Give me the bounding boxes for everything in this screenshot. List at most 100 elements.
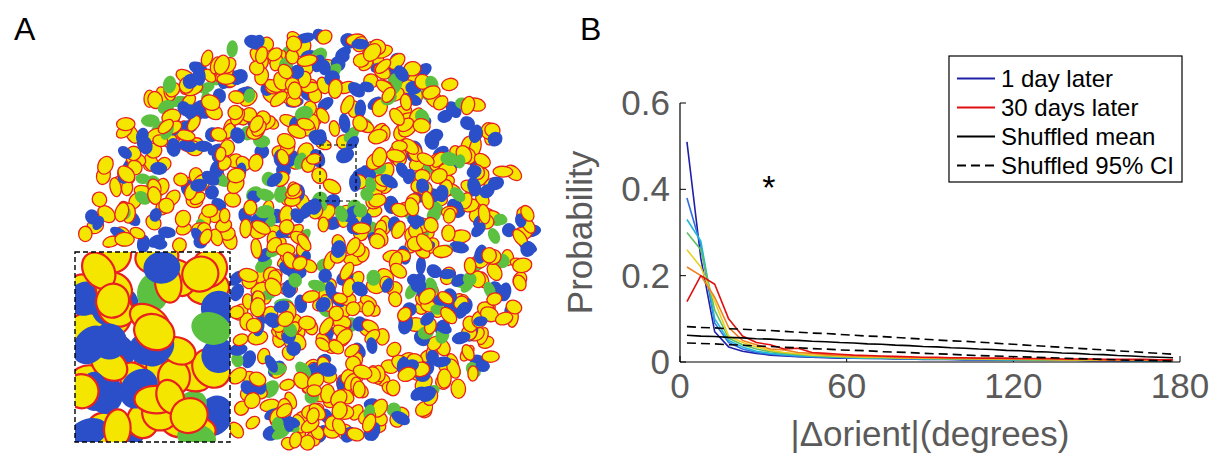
cell [441, 77, 459, 92]
series-line [687, 343, 1173, 361]
y-tick [680, 275, 686, 276]
cell [328, 120, 340, 137]
cell [197, 227, 214, 246]
cell [306, 146, 328, 170]
cell [371, 146, 389, 168]
cell [361, 300, 376, 317]
cell [128, 225, 146, 241]
cell [115, 143, 134, 161]
cell [296, 199, 318, 222]
cell [345, 79, 368, 101]
cell [194, 141, 213, 153]
cell [255, 204, 276, 220]
cell [305, 406, 321, 425]
cell [84, 316, 135, 367]
cell [247, 113, 266, 134]
cell [433, 241, 455, 261]
legend-label: Shuffled mean [1001, 123, 1155, 150]
cell [146, 185, 163, 206]
cell [250, 218, 273, 237]
cell [366, 270, 380, 286]
inset-frame [75, 252, 230, 442]
cell [226, 40, 238, 58]
cell [485, 129, 506, 150]
cell [329, 239, 348, 260]
cell [295, 232, 314, 253]
x-tick-label: 0 [670, 366, 689, 405]
legend-swatch [957, 78, 995, 80]
cell [286, 271, 304, 290]
cell [412, 117, 431, 134]
cell [316, 360, 338, 378]
legend-swatch [957, 107, 995, 109]
cell [228, 106, 248, 128]
cell [437, 369, 451, 388]
x-tick-label: 60 [827, 366, 866, 405]
cell [90, 214, 107, 232]
cell [391, 63, 412, 85]
cell [420, 190, 435, 210]
series-line [687, 250, 1173, 360]
cell [396, 365, 418, 384]
cell [75, 369, 103, 413]
cell [344, 235, 363, 257]
cell [387, 290, 403, 308]
cell [384, 340, 404, 360]
cell [378, 171, 401, 191]
cell [296, 53, 318, 68]
y-tick-label: 0 [651, 342, 670, 381]
cell [352, 223, 371, 234]
cell [238, 267, 260, 284]
cell [189, 178, 208, 194]
cell [275, 62, 295, 82]
cell [343, 133, 361, 152]
cell [141, 114, 160, 127]
cell [485, 291, 503, 307]
cell [467, 123, 485, 145]
cell [214, 146, 227, 162]
cell [393, 160, 411, 180]
cell [387, 380, 400, 396]
panel-label: B [580, 11, 601, 47]
cell [245, 317, 263, 334]
cell [485, 226, 502, 246]
cell [367, 127, 389, 146]
cell [199, 92, 222, 112]
cell [428, 166, 449, 186]
cell [103, 409, 132, 442]
plot-lines [687, 142, 1173, 361]
cell [157, 226, 176, 239]
cell [468, 366, 478, 381]
legend-box [949, 56, 1182, 182]
cell [363, 176, 378, 194]
cell [315, 27, 335, 47]
series-line [687, 220, 1173, 361]
cell [227, 89, 245, 105]
cell [173, 172, 189, 187]
cell [128, 307, 180, 357]
cell [415, 383, 439, 406]
y-axis [679, 103, 680, 362]
cell [338, 93, 357, 116]
y-axis-title: Probability [560, 150, 599, 314]
cell [436, 289, 455, 306]
x-tick [1180, 356, 1181, 362]
cell [482, 248, 497, 263]
cell [275, 131, 298, 152]
x-axis [680, 361, 1180, 362]
cell [458, 343, 477, 364]
inset-cells [75, 252, 230, 442]
series-line [687, 327, 1173, 355]
series-line [687, 142, 1173, 361]
y-tick-label: 0.6 [621, 83, 670, 122]
cell [192, 66, 206, 86]
cell [399, 93, 412, 111]
cell [262, 275, 285, 299]
cell [244, 414, 262, 432]
cell [90, 278, 135, 324]
cell [231, 332, 249, 348]
cell [352, 203, 368, 219]
x-tick-label: 180 [1151, 366, 1209, 405]
cell [360, 412, 378, 434]
annotation: * [762, 168, 775, 206]
